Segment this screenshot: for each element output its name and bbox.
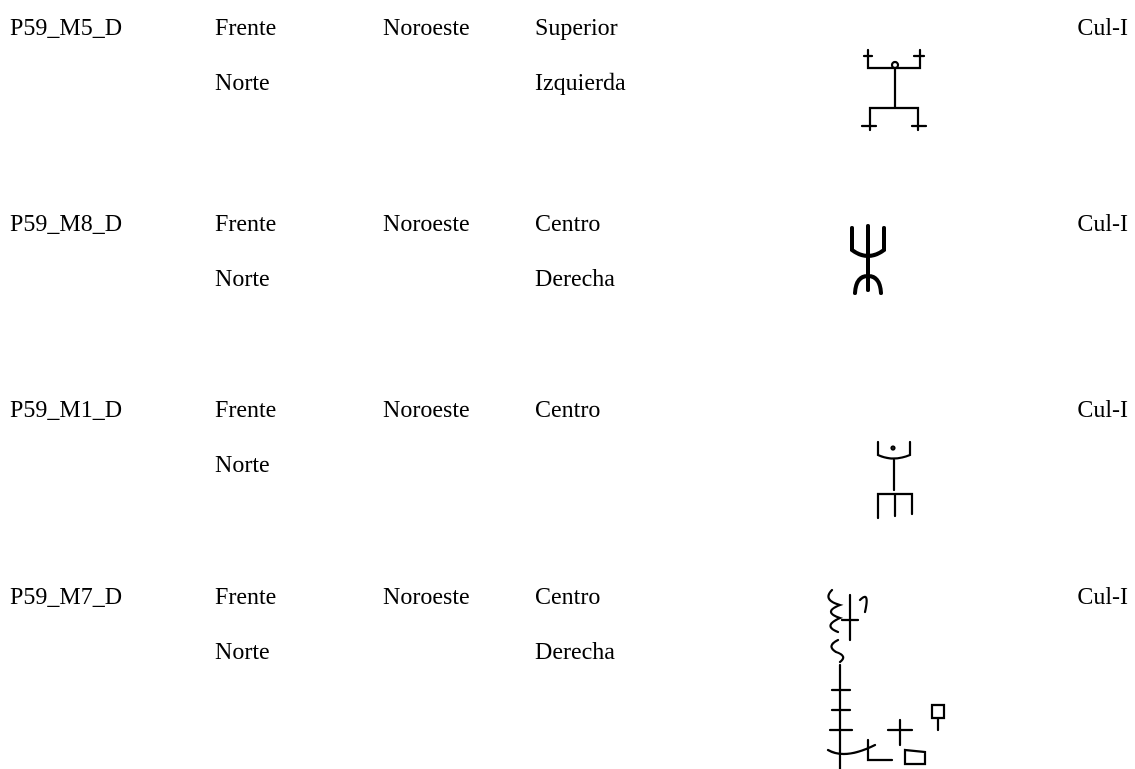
- culture: Cul-I: [1077, 211, 1128, 237]
- glyph-m1: [876, 440, 914, 520]
- face-line: Frente: [215, 397, 277, 423]
- culture: Cul-I: [1077, 584, 1128, 610]
- glyph-m7: [826, 588, 946, 769]
- orientation: Noroeste: [383, 584, 470, 610]
- position-line: Derecha: [535, 639, 615, 665]
- orientation: Noroeste: [383, 397, 470, 423]
- position-line: Centro: [535, 211, 601, 237]
- position-line: Derecha: [535, 266, 615, 292]
- face-line: Frente: [215, 211, 277, 237]
- row-id: P59_M1_D: [10, 397, 123, 423]
- culture: Cul-I: [1077, 15, 1128, 41]
- row-id: P59_M7_D: [10, 584, 123, 610]
- position-line: Superior: [535, 15, 618, 41]
- face-line: Norte: [215, 639, 270, 665]
- position-line: Izquierda: [535, 70, 626, 96]
- face-line: Frente: [215, 15, 277, 41]
- position-line: Centro: [535, 397, 601, 423]
- position-line: Centro: [535, 584, 601, 610]
- face-line: Norte: [215, 70, 270, 96]
- glyph-m8: [850, 224, 886, 295]
- row-id: P59_M8_D: [10, 211, 123, 237]
- face-line: Norte: [215, 266, 270, 292]
- glyph-m5: [860, 48, 928, 132]
- face-line: Frente: [215, 584, 277, 610]
- culture: Cul-I: [1077, 397, 1128, 423]
- orientation: Noroeste: [383, 211, 470, 237]
- orientation: Noroeste: [383, 15, 470, 41]
- face-line: Norte: [215, 452, 270, 478]
- row-id: P59_M5_D: [10, 15, 123, 41]
